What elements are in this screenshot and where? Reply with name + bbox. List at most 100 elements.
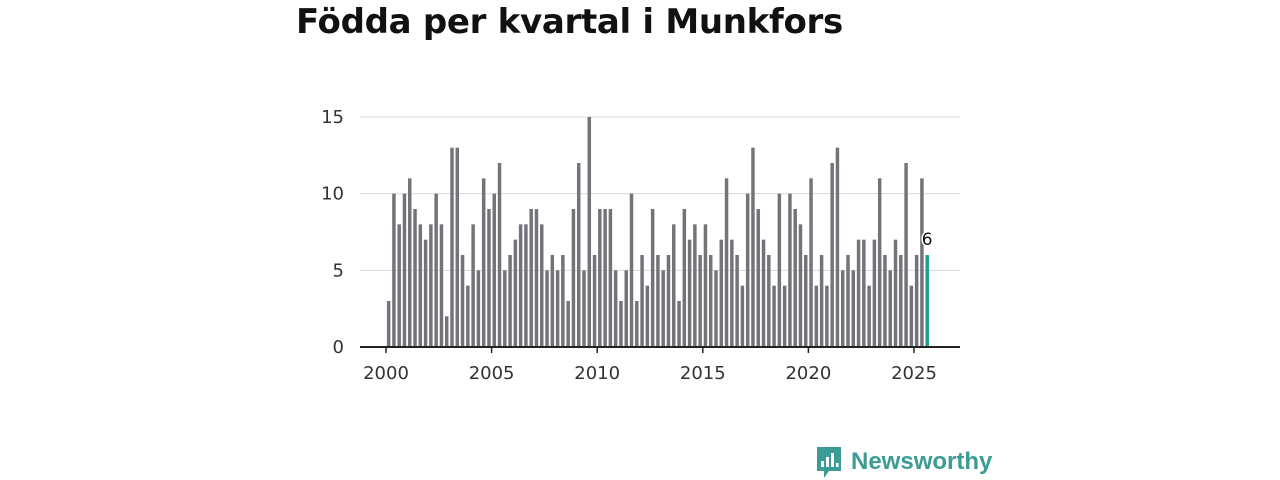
bar (830, 163, 834, 347)
bar (677, 301, 681, 347)
x-tick-label: 2000 (363, 363, 409, 384)
chart-title: Födda per kvartal i Munkfors (296, 2, 843, 42)
bar (888, 270, 892, 347)
bar (566, 301, 570, 347)
bar (788, 193, 792, 347)
bar (730, 239, 734, 347)
bar (772, 285, 776, 347)
bar (402, 193, 407, 347)
bar (518, 224, 523, 347)
bar (524, 224, 528, 347)
bar (804, 255, 808, 347)
bar (793, 209, 797, 347)
bar (740, 285, 745, 347)
bar (751, 147, 755, 347)
bar (619, 301, 623, 347)
bar (555, 270, 560, 347)
bar (561, 255, 565, 347)
bar (392, 193, 396, 347)
bar (587, 117, 592, 347)
bar (893, 239, 898, 347)
x-tick-label: 2025 (891, 363, 937, 384)
bar (840, 270, 845, 347)
x-tick-label: 2015 (680, 363, 726, 384)
bar-highlight (925, 255, 929, 347)
bar (687, 239, 692, 347)
bar (761, 239, 766, 347)
bar (423, 239, 428, 347)
bar (450, 147, 454, 347)
bar (455, 147, 460, 347)
y-tick-label: 10 (321, 184, 344, 205)
bar (904, 163, 908, 347)
bar (576, 163, 581, 347)
bar (598, 209, 602, 347)
bar (481, 178, 486, 347)
x-axis-ticks: 2000 2005 2010 2015 2020 2025 (363, 347, 937, 384)
data-labels: 6 (920, 229, 934, 252)
bar (809, 178, 813, 347)
data-label-last: 6 (922, 230, 933, 250)
bar (883, 255, 887, 347)
bar (640, 255, 644, 347)
bars (386, 117, 929, 347)
bar (444, 316, 449, 347)
bar (767, 255, 771, 347)
bar (835, 147, 840, 347)
bar (582, 270, 586, 347)
bar (434, 193, 438, 347)
bar (899, 255, 903, 347)
bar (708, 255, 713, 347)
bar (798, 224, 803, 347)
bar (466, 285, 470, 347)
bar (703, 224, 708, 347)
bar (413, 209, 417, 347)
bar (756, 209, 760, 347)
bar (846, 255, 850, 347)
newsworthy-logo[interactable]: Newsworthy (815, 444, 992, 480)
bar (608, 209, 613, 347)
bar (656, 255, 660, 347)
bar (661, 270, 665, 347)
bar (872, 239, 877, 347)
bar (471, 224, 475, 347)
bar (571, 209, 576, 347)
bar (629, 193, 634, 347)
bar (745, 193, 750, 347)
bar (386, 301, 391, 347)
bar (550, 255, 555, 347)
bar (529, 209, 533, 347)
bar (503, 270, 507, 347)
bar (877, 178, 882, 347)
bar (666, 255, 671, 347)
x-tick-label: 2010 (574, 363, 620, 384)
bar (819, 255, 824, 347)
bar (862, 239, 866, 347)
bar (592, 255, 597, 347)
bar (476, 270, 481, 347)
bar (698, 255, 702, 347)
bar (650, 209, 655, 347)
bar (397, 224, 401, 347)
bar (719, 239, 724, 347)
bar (492, 193, 496, 347)
bar (914, 255, 919, 347)
bar (408, 178, 412, 347)
y-tick-label: 5 (333, 260, 344, 281)
bar (782, 285, 787, 347)
bar (487, 209, 491, 347)
bar-chart-bubble-icon (817, 447, 841, 478)
bar (909, 285, 914, 347)
bar (613, 270, 618, 347)
bar (693, 224, 697, 347)
y-axis-ticks: 0 5 10 15 (321, 107, 344, 358)
bar (825, 285, 829, 347)
bar (429, 224, 433, 347)
bar (545, 270, 549, 347)
x-tick-label: 2005 (469, 363, 515, 384)
bar (682, 209, 687, 347)
bar (635, 301, 639, 347)
bar (814, 285, 819, 347)
y-tick-label: 15 (321, 107, 344, 128)
